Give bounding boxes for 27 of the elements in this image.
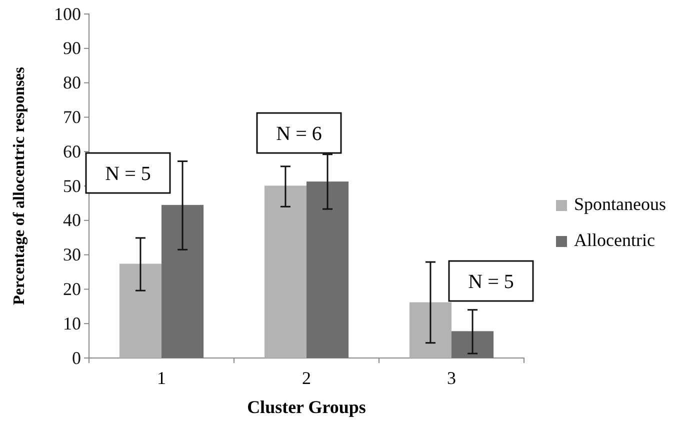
x-tick-label: 3	[447, 368, 456, 388]
bar	[162, 204, 204, 358]
y-tick-label: 20	[63, 278, 81, 299]
y-tick-label: 40	[63, 210, 81, 230]
y-tick-label: 50	[63, 176, 81, 196]
y-tick-label: 30	[63, 244, 81, 265]
y-tick-label: 60	[63, 141, 81, 162]
annotation: N = 5	[468, 271, 514, 293]
bar	[452, 331, 494, 358]
bar	[264, 186, 306, 358]
y-tick-label: 90	[63, 38, 81, 58]
annotation: N = 5	[105, 163, 151, 185]
y-tick-label: 80	[63, 72, 81, 93]
legend-label: Allocentric	[574, 230, 655, 250]
bar	[409, 302, 452, 358]
bar	[306, 182, 349, 358]
annotation: N = 6	[276, 123, 322, 145]
x-tick-label: 1	[157, 368, 166, 388]
x-axis-title: Cluster Groups	[247, 397, 366, 417]
y-tick-label: 10	[63, 313, 81, 334]
y-axis-title: Percentage of allocentric responses	[11, 66, 28, 306]
y-tick-label: 0	[72, 348, 81, 368]
legend-label: Spontaneous	[574, 194, 666, 214]
y-tick-label: 100	[54, 4, 81, 24]
bar	[119, 264, 162, 358]
x-tick-label: 2	[302, 368, 311, 388]
y-tick-label: 70	[63, 106, 81, 127]
